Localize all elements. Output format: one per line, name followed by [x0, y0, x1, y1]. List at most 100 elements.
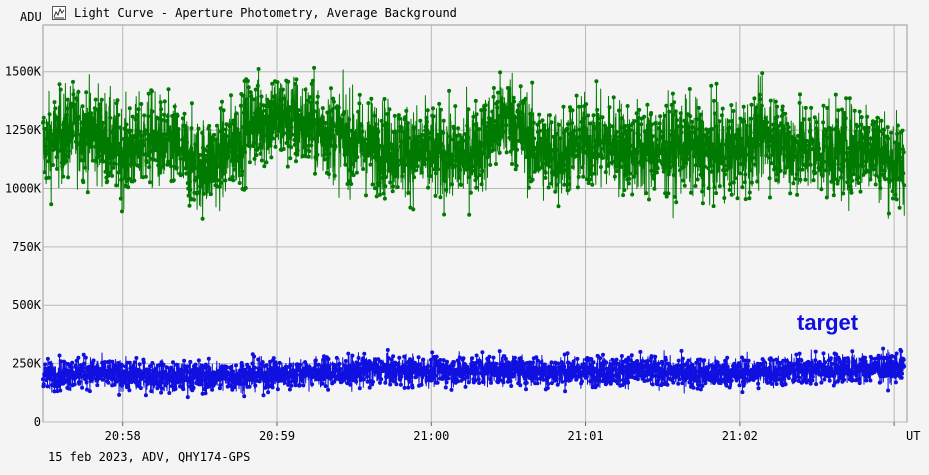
data-point: [182, 111, 187, 116]
data-point: [422, 152, 427, 157]
data-point: [463, 132, 468, 136]
data-point: [187, 379, 192, 384]
data-point: [582, 362, 586, 367]
data-point: [346, 151, 351, 156]
data-point: [72, 382, 77, 387]
data-point: [649, 354, 654, 359]
data-point: [810, 147, 815, 152]
data-point: [652, 186, 657, 191]
data-point: [652, 369, 657, 374]
data-point: [863, 355, 867, 360]
data-point: [201, 373, 206, 377]
data-point: [714, 191, 719, 196]
data-point: [256, 67, 261, 71]
data-point: [290, 132, 295, 137]
data-point: [633, 170, 638, 175]
data-point: [688, 130, 693, 135]
data-point: [43, 143, 49, 149]
data-point: [556, 122, 561, 127]
data-point: [738, 171, 742, 176]
data-point: [169, 384, 174, 389]
data-point: [358, 136, 363, 141]
data-point: [433, 373, 438, 378]
data-point: [447, 88, 452, 93]
data-point: [364, 193, 368, 198]
data-point: [820, 164, 825, 169]
data-point: [745, 136, 750, 141]
data-point: [588, 379, 593, 384]
x-tick-label: 20:59: [259, 429, 295, 443]
data-point: [457, 175, 462, 180]
data-point: [686, 157, 691, 162]
data-point: [790, 365, 795, 370]
data-point: [590, 182, 595, 187]
data-point: [424, 119, 429, 124]
data-point: [663, 140, 668, 145]
data-point: [217, 386, 222, 391]
data-point: [397, 355, 402, 360]
data-point: [88, 144, 93, 149]
data-point: [830, 361, 835, 366]
data-point: [878, 154, 883, 159]
data-point: [382, 97, 387, 101]
data-point: [373, 370, 378, 375]
data-point: [631, 174, 636, 179]
data-point: [369, 138, 374, 143]
data-point: [760, 357, 765, 362]
data-point: [413, 168, 418, 173]
data-point: [250, 361, 255, 366]
data-point: [335, 368, 340, 373]
data-point: [192, 197, 196, 202]
data-point: [650, 134, 655, 139]
data-point: [149, 389, 154, 394]
data-point: [382, 196, 387, 201]
data-point: [486, 359, 491, 364]
data-point: [749, 102, 754, 107]
data-point: [554, 182, 559, 187]
data-point: [668, 132, 673, 137]
data-point: [138, 386, 143, 391]
data-point: [480, 141, 486, 147]
data-point: [294, 77, 299, 82]
data-point: [678, 142, 683, 146]
data-point: [130, 371, 135, 376]
data-point: [646, 372, 651, 377]
data-point: [876, 363, 881, 368]
data-point: [872, 144, 877, 148]
data-point: [260, 109, 265, 114]
data-point: [352, 130, 357, 135]
chart-icon[interactable]: [52, 6, 66, 20]
data-point: [547, 164, 552, 169]
data-point: [118, 125, 123, 130]
data-point: [241, 110, 246, 115]
data-point: [802, 139, 807, 144]
data-point: [451, 137, 456, 142]
data-point: [438, 358, 443, 362]
data-point: [881, 131, 886, 136]
data-point: [570, 165, 575, 169]
data-point: [79, 134, 84, 139]
data-point: [491, 94, 496, 99]
data-point: [737, 148, 743, 154]
data-point: [845, 356, 850, 361]
data-point: [813, 170, 818, 175]
data-point: [247, 160, 252, 165]
data-point: [268, 99, 273, 104]
data-point: [218, 129, 223, 134]
data-point: [261, 375, 266, 380]
data-point: [181, 387, 186, 392]
data-point: [470, 168, 475, 173]
data-point: [193, 374, 198, 379]
data-point: [894, 197, 899, 202]
data-point: [652, 359, 657, 364]
data-point: [666, 172, 671, 177]
data-point: [116, 113, 121, 117]
data-point: [675, 118, 679, 123]
data-point: [354, 170, 359, 175]
data-point: [320, 142, 325, 147]
data-point: [694, 360, 699, 365]
data-point: [176, 127, 181, 131]
data-point: [90, 158, 95, 163]
data-point: [566, 147, 571, 151]
data-point: [509, 131, 514, 136]
